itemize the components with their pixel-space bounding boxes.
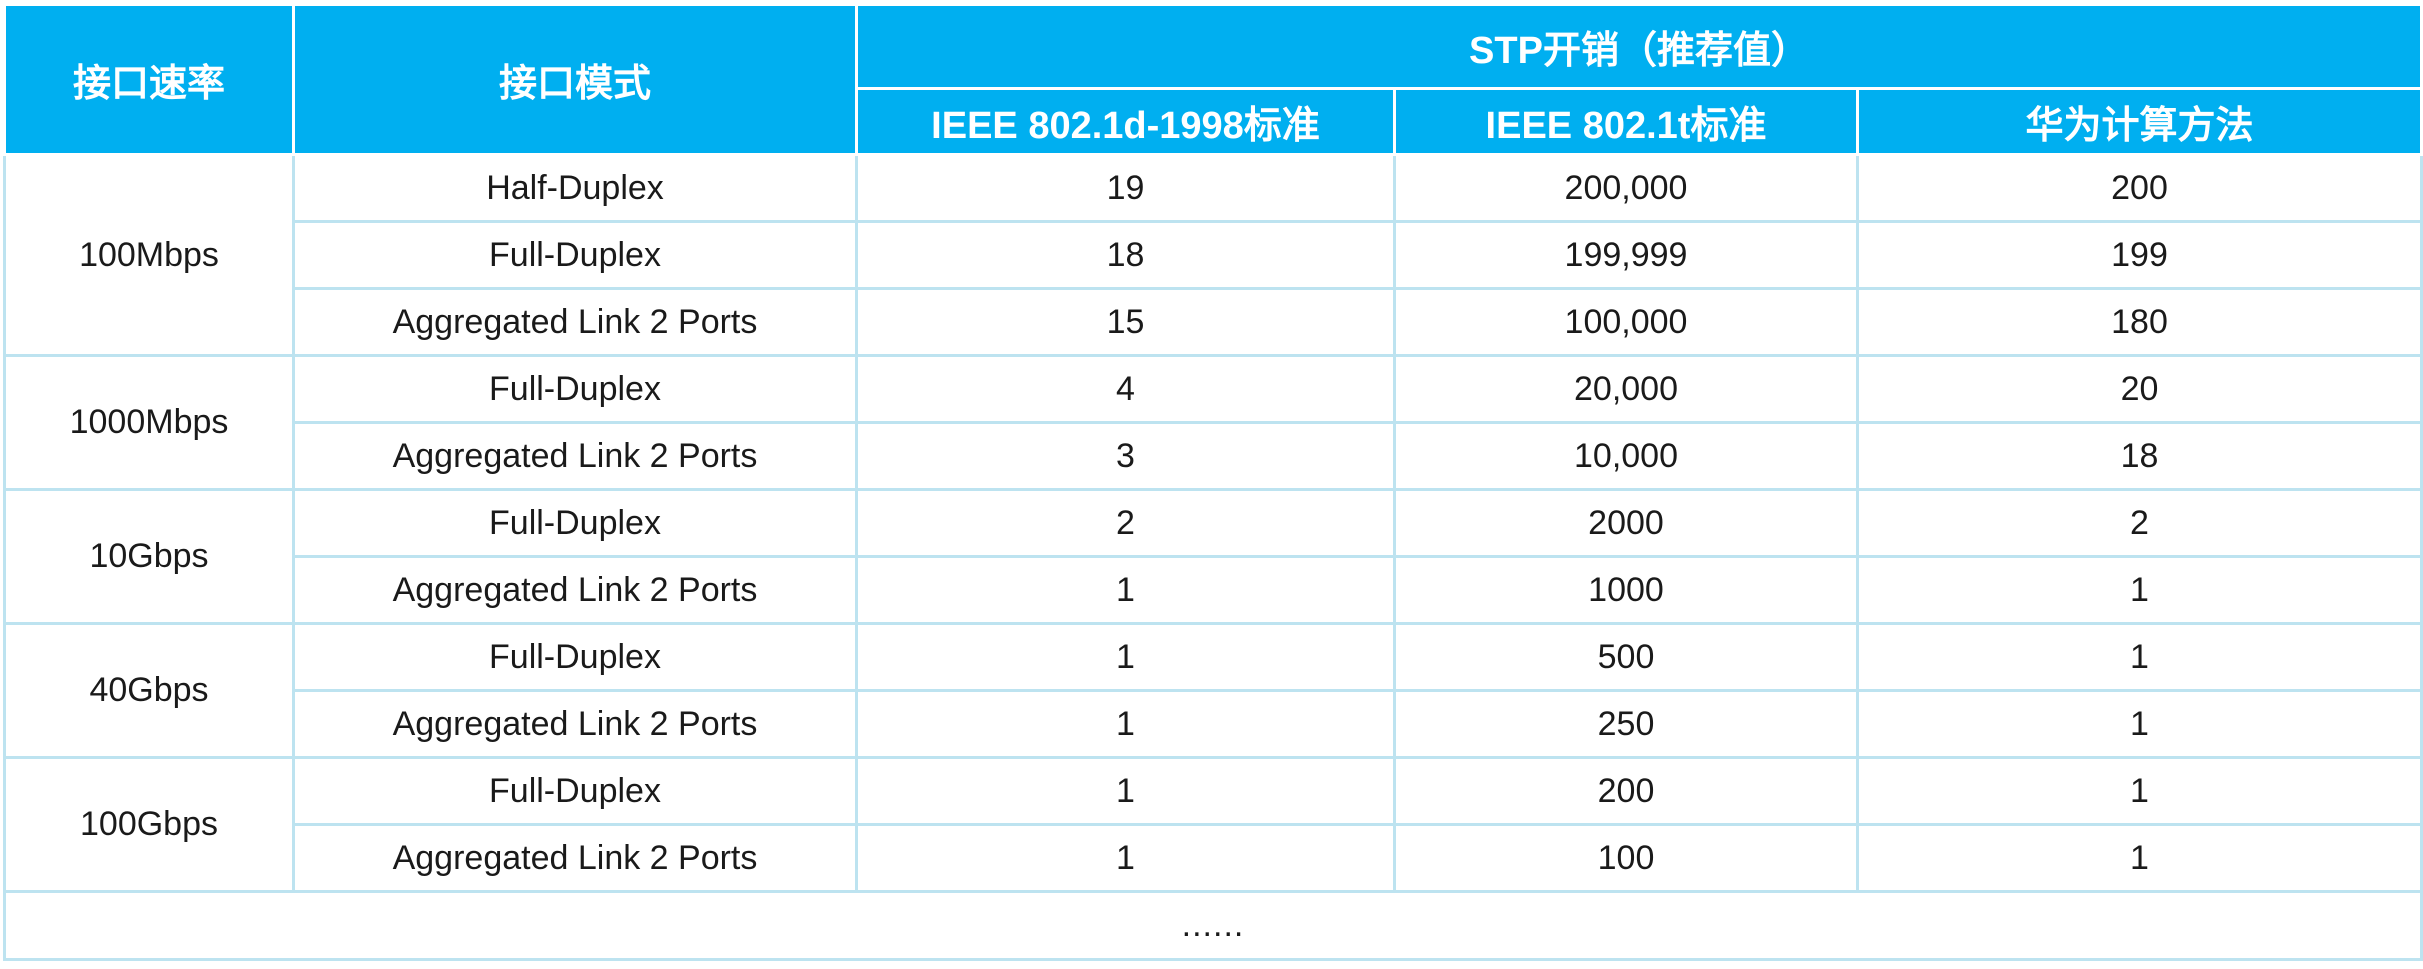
huawei-cell: 1 <box>1855 555 2423 625</box>
mode-cell: Full-Duplex <box>292 220 858 290</box>
ieee-1998-cell: 1 <box>855 622 1396 692</box>
table-row: Aggregated Link 2 Ports 15 100,000 180 <box>5 287 2423 357</box>
huawei-cell: 20 <box>1855 354 2423 424</box>
ieee-1998-cell: 19 <box>855 153 1396 223</box>
ieee-1998-cell: 1 <box>855 689 1396 759</box>
table-row: 1000Mbps Full-Duplex 4 20,000 20 <box>3 354 2423 491</box>
ieee-t-cell: 1000 <box>1393 555 1859 625</box>
mode-cell: Full-Duplex <box>292 354 858 424</box>
table-row: 40Gbps Full-Duplex 1 500 1 <box>3 622 2423 759</box>
ieee-t-cell: 250 <box>1393 689 1859 759</box>
huawei-cell: 1 <box>1855 823 2423 893</box>
ieee-t-cell: 500 <box>1393 622 1859 692</box>
table-header: 接口速率 接口模式 STP开销（推荐值） IEEE 802.1d-1998标准 … <box>3 3 2423 156</box>
ieee-1998-cell: 1 <box>855 823 1396 893</box>
header-ieee-1998: IEEE 802.1d-1998标准 <box>855 87 1396 156</box>
table-row: Full-Duplex 18 199,999 199 <box>5 220 2423 290</box>
ieee-t-cell: 200,000 <box>1393 153 1859 223</box>
mode-cell: Aggregated Link 2 Ports <box>292 823 858 893</box>
ieee-t-cell: 199,999 <box>1393 220 1859 290</box>
mode-cell: Full-Duplex <box>292 622 858 692</box>
mode-cell: Aggregated Link 2 Ports <box>292 555 858 625</box>
mode-cell: Aggregated Link 2 Ports <box>292 421 858 491</box>
ieee-1998-cell: 4 <box>855 354 1396 424</box>
table-row: 10Gbps Full-Duplex 2 2000 2 <box>3 488 2423 625</box>
mode-cell: Half-Duplex <box>292 153 858 223</box>
huawei-cell: 2 <box>1855 488 2423 558</box>
ieee-t-cell: 200 <box>1393 756 1859 826</box>
ieee-1998-cell: 1 <box>855 555 1396 625</box>
table-row: Aggregated Link 2 Ports 1 1000 1 <box>5 555 2423 625</box>
huawei-cell: 199 <box>1855 220 2423 290</box>
ieee-t-cell: 20,000 <box>1393 354 1859 424</box>
table-row: Aggregated Link 2 Ports 3 10,000 18 <box>5 421 2423 491</box>
ieee-1998-cell: 15 <box>855 287 1396 357</box>
header-ieee-t: IEEE 802.1t标准 <box>1393 87 1859 156</box>
huawei-cell: 200 <box>1855 153 2423 223</box>
ieee-1998-cell: 1 <box>855 756 1396 826</box>
header-huawei: 华为计算方法 <box>1855 87 2423 156</box>
ieee-t-cell: 10,000 <box>1393 421 1859 491</box>
ieee-1998-cell: 18 <box>855 220 1396 290</box>
stp-cost-table: 接口速率 接口模式 STP开销（推荐值） IEEE 802.1d-1998标准 … <box>2 3 2423 961</box>
ieee-t-cell: 100 <box>1393 823 1859 893</box>
speed-cell: 100Mbps <box>3 153 295 357</box>
table-row: Aggregated Link 2 Ports 1 100 1 <box>5 823 2423 893</box>
huawei-cell: 180 <box>1855 287 2423 357</box>
mode-cell: Aggregated Link 2 Ports <box>292 689 858 759</box>
header-speed: 接口速率 <box>3 3 295 156</box>
header-stp-cost: STP开销（推荐值） <box>854 3 2423 90</box>
mode-cell: Full-Duplex <box>292 488 858 558</box>
mode-cell: Aggregated Link 2 Ports <box>292 287 858 357</box>
huawei-cell: 1 <box>1855 756 2423 826</box>
table-row: 100Mbps Half-Duplex 19 200,000 200 <box>3 153 2423 357</box>
table-row: Aggregated Link 2 Ports 1 250 1 <box>5 689 2423 759</box>
mode-cell: Full-Duplex <box>292 756 858 826</box>
huawei-cell: 18 <box>1855 421 2423 491</box>
speed-cell: 1000Mbps <box>3 354 295 491</box>
ieee-t-cell: 100,000 <box>1393 287 1859 357</box>
table-body: 100Mbps Half-Duplex 19 200,000 200 Full-… <box>2 153 2423 961</box>
ellipsis-cell: ...... <box>2 890 2423 961</box>
ieee-1998-cell: 2 <box>855 488 1396 558</box>
speed-cell: 100Gbps <box>3 756 295 893</box>
ieee-t-cell: 2000 <box>1393 488 1859 558</box>
huawei-cell: 1 <box>1855 689 2423 759</box>
table-row-more: ...... <box>2 890 2423 961</box>
speed-cell: 10Gbps <box>3 488 295 625</box>
ieee-1998-cell: 3 <box>855 421 1396 491</box>
huawei-cell: 1 <box>1855 622 2423 692</box>
header-mode: 接口模式 <box>292 3 858 156</box>
table-row: 100Gbps Full-Duplex 1 200 1 <box>3 756 2423 893</box>
speed-cell: 40Gbps <box>3 622 295 759</box>
